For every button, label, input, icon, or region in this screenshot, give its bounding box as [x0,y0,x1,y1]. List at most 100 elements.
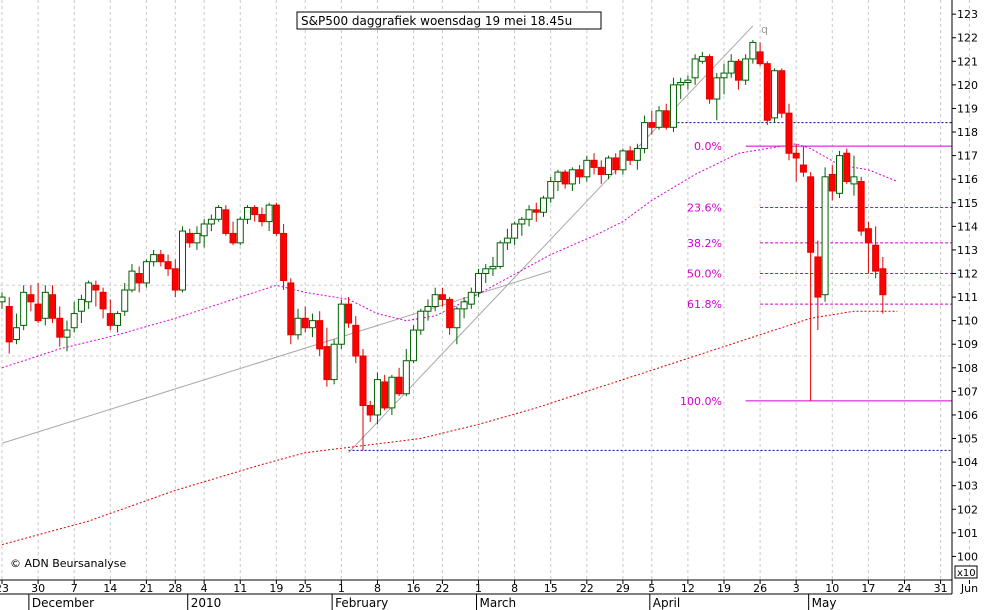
candle-down [756,51,764,65]
candle-down [792,152,800,159]
candle-down [438,294,446,300]
candle [417,308,425,335]
candle [352,315,360,364]
candle-down [99,291,107,310]
moving-averages [1,143,898,546]
candle-up [121,289,129,312]
x-tick-label: 14 [103,582,117,595]
candle [359,348,367,451]
y-tick-label: 107 [957,385,978,398]
candle-down [561,171,569,185]
candle-down [164,261,172,270]
candle [373,372,381,425]
candle-up [215,206,223,220]
x-tick-label: 12 [681,582,695,595]
x-tick-label: 11 [233,582,247,595]
candle [49,285,57,324]
candle-down [828,173,836,192]
candle [879,256,887,314]
copyright: © ADN Beursanalyse [10,557,127,570]
month-label: May [812,596,837,610]
x-tick-label: 5 [648,582,655,595]
candle-up [431,294,439,308]
candle [540,195,547,217]
candle [460,297,468,319]
month-label: April [653,596,680,610]
candle [251,205,259,222]
trendlines [1,25,754,454]
candle [626,146,634,166]
candle-up [836,155,844,194]
candle [142,259,150,288]
x-tick-label: 31 [934,582,948,595]
x-tick-label: 7 [71,582,78,595]
candle-up [467,291,475,305]
y-tick-label: 115 [957,197,978,210]
fib-label: 61.8% [687,298,722,311]
candle [12,313,20,345]
candle-down [864,228,872,244]
candle [698,51,706,64]
candle [157,249,165,267]
candle-up [330,343,338,381]
candle [179,226,186,293]
y-tick-label: 123 [957,8,978,21]
candle-down [532,209,540,213]
candle [532,202,540,222]
candle [20,285,28,331]
candle [475,268,483,298]
candle-down [879,268,887,296]
candle [872,226,880,279]
candle [691,54,699,85]
candle [720,63,728,95]
candle-down [34,303,42,322]
y-tick-label: 119 [957,102,978,115]
long-trend-line [1,270,551,444]
candle-up [77,298,85,312]
candle-down [734,60,742,81]
candle-up [511,223,519,239]
candle-up [424,306,432,312]
candle [547,176,555,203]
trendline-label: q [761,23,768,36]
candle-down [135,272,143,284]
candle-up [410,329,418,362]
candle [496,240,504,269]
candle [431,287,439,312]
y-tick-label: 112 [957,267,978,280]
fib-label: 23.6% [687,201,722,214]
candle [756,42,764,67]
candle [323,327,331,387]
candle [525,205,533,227]
candle [568,167,576,191]
candle-down [612,157,620,171]
candle [41,285,49,326]
candle [272,202,280,236]
fib-label: 50.0% [687,267,722,280]
x-tick-label: 28 [168,582,182,595]
x-tick-label: 15 [544,582,558,595]
candle-up [518,218,526,225]
candle-down [576,169,584,178]
y-tick-label: 116 [957,173,978,186]
candle-up [583,159,591,178]
candle [612,153,620,175]
candle [70,301,78,333]
candle [402,348,410,397]
candle [308,313,316,338]
grid [0,0,970,580]
candle [200,219,208,248]
candle-up [503,237,511,244]
candle-up [236,218,244,244]
candle [503,228,511,250]
x-tick-label: 30 [31,582,45,595]
candle [207,214,215,232]
candle-down [626,150,634,161]
candle-up [12,327,20,341]
candle-up [604,157,612,175]
candle-up [337,303,345,345]
candle-up [114,313,122,326]
candle [807,172,815,401]
